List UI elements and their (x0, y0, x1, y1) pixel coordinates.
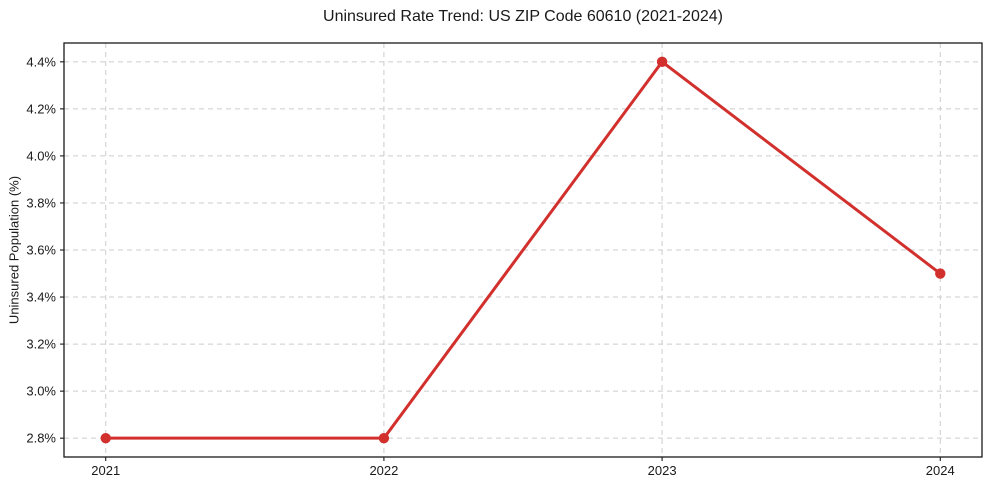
y-tick-label: 3.2% (26, 337, 56, 352)
data-point-marker (656, 56, 668, 68)
trend-line (104, 60, 942, 440)
x-tick-label: 2021 (91, 463, 120, 478)
x-tick-label: 2023 (648, 463, 677, 478)
data-point-marker (100, 432, 111, 444)
y-tick-label: 4.0% (26, 148, 56, 163)
y-tick-label: 3.8% (26, 195, 56, 210)
y-tick-label: 3.4% (26, 290, 56, 305)
data-point-marker (378, 432, 390, 444)
y-tick-label: 3.0% (26, 384, 56, 399)
y-tick-label: 2.8% (26, 431, 56, 446)
data-point-marker (935, 268, 946, 279)
x-tick-label: 2024 (926, 463, 955, 478)
y-tick-label: 3.6% (26, 243, 56, 258)
y-tick-label: 4.2% (26, 101, 56, 116)
y-tick-label: 4.4% (26, 54, 56, 69)
chart-title: Uninsured Rate Trend: US ZIP Code 60610 … (323, 8, 723, 25)
x-tick-label: 2022 (369, 463, 398, 478)
